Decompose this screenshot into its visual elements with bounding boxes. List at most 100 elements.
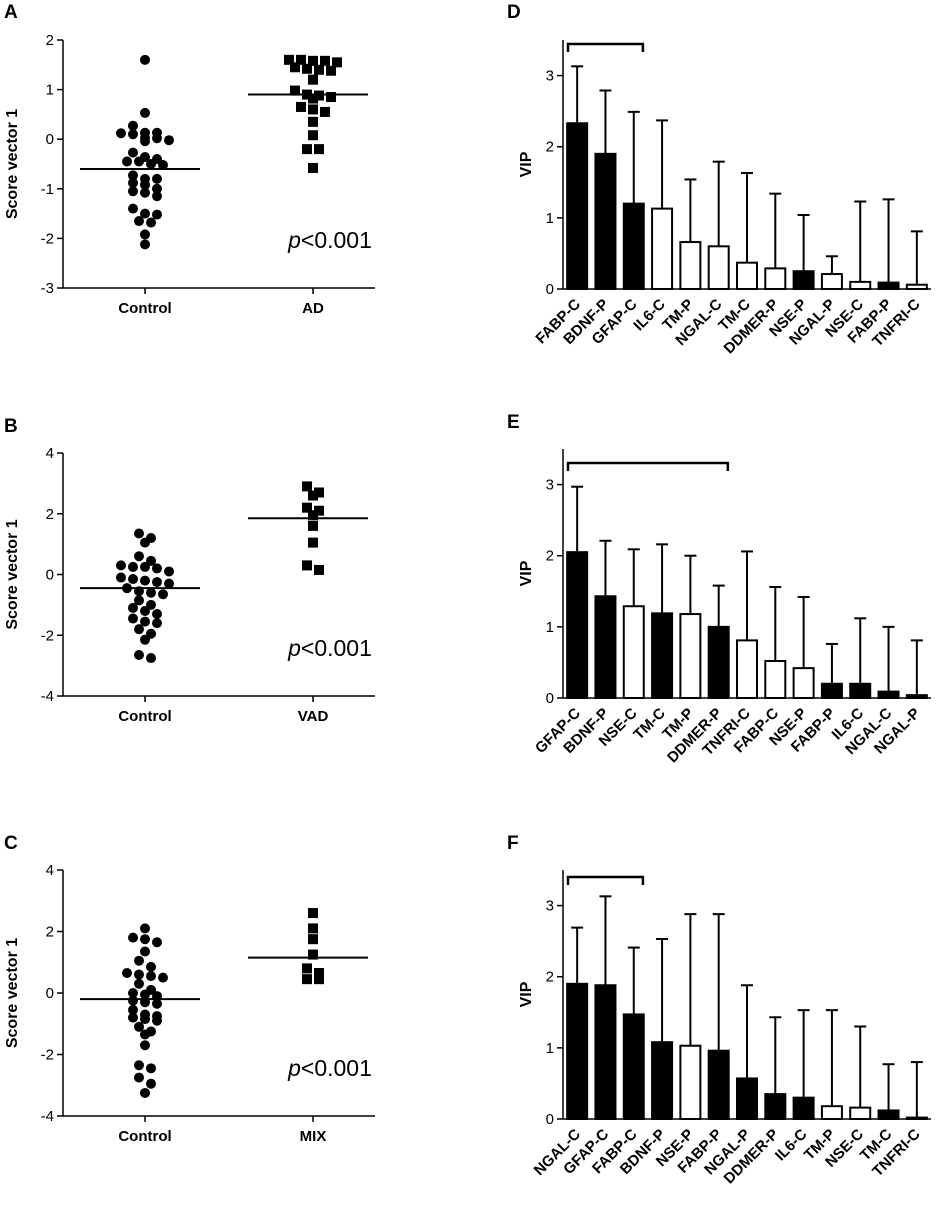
- data-point: [308, 116, 318, 127]
- y-tick-label: 0: [46, 567, 54, 584]
- data-point: [140, 1029, 150, 1040]
- data-point: [302, 481, 312, 492]
- bar: [566, 122, 589, 291]
- y-tick-label: 2: [46, 32, 54, 49]
- bar: [679, 241, 702, 290]
- data-point: [140, 634, 150, 645]
- data-point: [134, 969, 144, 980]
- data-point: [140, 537, 150, 548]
- data-point: [134, 624, 144, 635]
- data-point: [314, 505, 324, 516]
- data-point: [134, 551, 144, 562]
- data-point: [152, 577, 162, 588]
- data-point: [158, 589, 168, 600]
- bar: [651, 1041, 674, 1121]
- data-point: [128, 170, 138, 181]
- bar: [679, 613, 702, 700]
- data-point: [128, 995, 138, 1006]
- panel-f-vip-bar-chart: FVIPNGAL-CGFAP-CFABP-CBDNF-PNSE-PFABP-PN…: [507, 833, 931, 1187]
- data-point: [140, 1014, 150, 1025]
- data-point: [140, 934, 150, 945]
- y-axis-title: VIP: [518, 560, 535, 586]
- bar: [820, 682, 843, 699]
- data-point: [308, 520, 318, 531]
- data-point: [146, 1063, 156, 1074]
- data-point: [146, 653, 156, 664]
- data-point: [308, 537, 318, 548]
- y-tick-label: 2: [46, 924, 54, 941]
- data-point: [164, 578, 174, 589]
- data-point: [152, 173, 162, 184]
- data-point: [140, 1040, 150, 1051]
- y-axis-title: Score vector 1: [4, 938, 21, 1048]
- data-point: [140, 1087, 150, 1098]
- data-point: [128, 932, 138, 943]
- data-point: [314, 64, 324, 75]
- data-point: [308, 74, 318, 85]
- y-axis-title: Score vector 1: [4, 109, 21, 219]
- data-point: [152, 183, 162, 194]
- data-point: [152, 209, 162, 220]
- panel-label: C: [4, 833, 18, 854]
- data-point: [314, 974, 324, 985]
- data-point: [152, 191, 162, 202]
- data-point: [146, 587, 156, 598]
- data-point: [128, 1012, 138, 1023]
- data-point: [152, 133, 162, 144]
- data-point: [146, 971, 156, 982]
- x-category-label: AD: [302, 300, 324, 317]
- panel-a-score-plot: A -3 -2 -1 0 1 2 Score vector 1 Control AD p<0.001: [4, 2, 375, 317]
- data-point: [308, 93, 318, 104]
- y-tick-label: 3: [546, 898, 554, 915]
- data-point: [146, 628, 156, 639]
- y-tick-label: 1: [46, 82, 54, 99]
- y-tick-label: -2: [41, 1047, 54, 1064]
- data-point: [308, 55, 318, 66]
- data-point: [128, 1004, 138, 1015]
- data-point: [302, 502, 312, 513]
- bar: [707, 245, 730, 290]
- x-category-label: IL6-C: [630, 296, 669, 335]
- data-point: [140, 179, 150, 190]
- y-tick-label: 4: [46, 862, 54, 879]
- data-point: [128, 177, 138, 188]
- data-point: [308, 923, 318, 934]
- y-tick-label: 1: [546, 619, 554, 636]
- bar: [820, 273, 843, 290]
- data-point: [140, 575, 150, 586]
- data-point: [302, 560, 312, 571]
- bar: [679, 1044, 702, 1121]
- data-point: [140, 187, 150, 198]
- data-point: [140, 107, 150, 118]
- bar: [594, 595, 617, 699]
- y-tick-label: 1: [546, 210, 554, 227]
- bar: [877, 690, 900, 700]
- data-point: [128, 203, 138, 214]
- data-point: [308, 510, 318, 521]
- data-point: [134, 595, 144, 606]
- y-tick-label: 0: [546, 281, 554, 298]
- data-point: [332, 57, 342, 68]
- data-point: [146, 159, 156, 169]
- data-point: [296, 101, 306, 112]
- x-category-label: Control: [118, 300, 171, 317]
- bar: [764, 267, 787, 290]
- data-point: [116, 128, 126, 139]
- data-point: [290, 85, 300, 96]
- x-category-label: MIX: [300, 1128, 327, 1145]
- x-category-label: TM-C: [630, 705, 669, 744]
- data-point: [308, 949, 318, 960]
- bar: [792, 270, 815, 291]
- data-point: [152, 937, 162, 948]
- data-point: [314, 564, 324, 575]
- bar: [877, 1109, 900, 1121]
- bar: [764, 1093, 787, 1120]
- y-tick-label: -1: [41, 181, 54, 198]
- data-point: [134, 528, 144, 539]
- y-tick-label: -2: [41, 627, 54, 644]
- p-value-symbol: p: [287, 1055, 301, 1081]
- y-tick-label: 3: [546, 477, 554, 494]
- y-axis-title: VIP: [518, 151, 535, 177]
- data-point: [296, 54, 306, 65]
